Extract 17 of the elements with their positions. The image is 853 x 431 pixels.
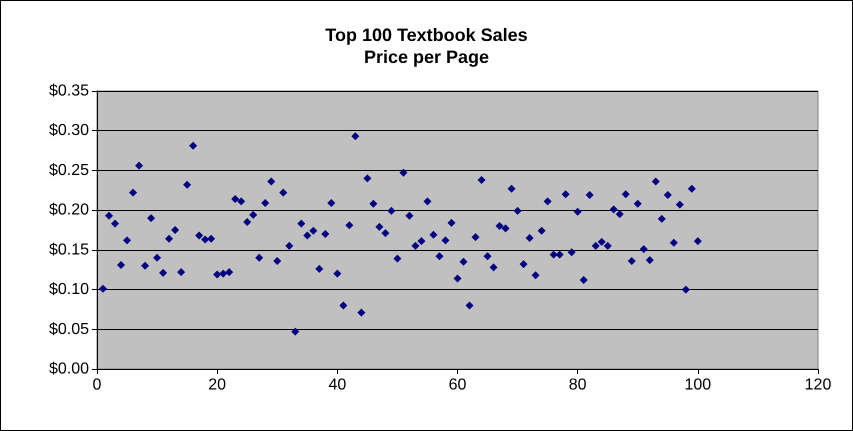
chart-subtitle: Price per Page bbox=[364, 47, 490, 67]
x-tick-label: 100 bbox=[684, 376, 712, 394]
x-tick-label: 0 bbox=[92, 376, 102, 394]
x-tick-label: 80 bbox=[568, 376, 587, 394]
chart-title: Top 100 Textbook Sales bbox=[325, 25, 528, 45]
y-tick-label: $0.05 bbox=[48, 320, 90, 338]
x-tick-label: 120 bbox=[804, 376, 832, 394]
y-tick-label: $0.30 bbox=[48, 122, 90, 140]
x-tick-label: 20 bbox=[208, 376, 226, 394]
x-tick-label: 60 bbox=[448, 376, 466, 394]
y-tick-label: $0.20 bbox=[48, 202, 90, 219]
y-tick-label: $0.00 bbox=[48, 360, 90, 378]
y-tick-label: $0.25 bbox=[48, 162, 90, 179]
y-tick-label: $0.15 bbox=[48, 241, 90, 258]
y-tick-label: $0.35 bbox=[48, 82, 90, 100]
y-tick-label: $0.10 bbox=[48, 281, 90, 298]
x-tick-label: 40 bbox=[328, 376, 346, 394]
